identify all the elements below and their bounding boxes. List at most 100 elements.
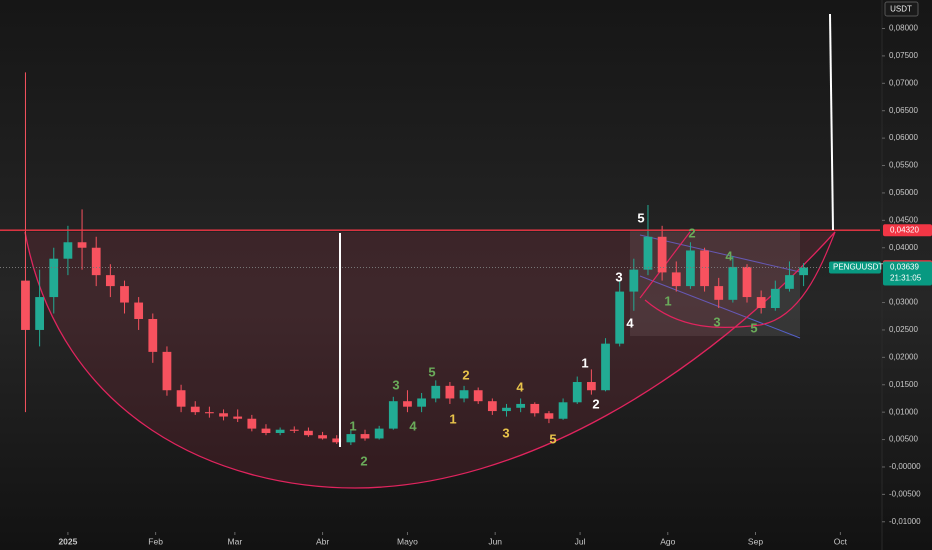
current-price-box [883, 261, 932, 286]
candle-body [728, 266, 738, 300]
candle-body [91, 247, 101, 276]
candle-body [742, 266, 752, 298]
candle-body [417, 398, 426, 407]
cup-fill [25, 232, 835, 488]
candle-body [657, 236, 667, 273]
wave-label: 5 [549, 431, 556, 446]
candle-body [445, 385, 455, 399]
wave-label: 2 [688, 225, 695, 240]
x-tick-label: Mar [228, 536, 243, 546]
wave-label: 5 [750, 320, 757, 335]
candle-body [374, 428, 384, 439]
candle-body [63, 242, 73, 259]
candle-body [77, 242, 87, 248]
candle-body [247, 418, 257, 429]
candle-body [403, 401, 412, 407]
candle-body [615, 291, 625, 344]
candle-body [601, 343, 610, 391]
candle-body [21, 280, 30, 330]
y-tick-label: 0,04500 [889, 215, 918, 224]
candle-body [671, 272, 681, 287]
y-tick-label: 0,07500 [889, 51, 918, 60]
x-tick-label: Sep [748, 536, 763, 546]
currency-box [884, 1, 919, 17]
price-axis: 0,08000 0,07500 0,07000 0,06500 0,06000 0,055… [58, 0, 932, 550]
x-tick-label: Ago [660, 536, 675, 546]
candle-body [304, 430, 313, 436]
wave-label: 3 [502, 425, 509, 440]
x-tick-label: Jun [488, 536, 502, 546]
measure-line [829, 13, 834, 231]
x-tick-label: Jul [575, 536, 586, 546]
wave-label: 4 [725, 248, 733, 263]
candle-body [49, 258, 59, 298]
candle-body [756, 297, 766, 309]
y-tick-label: 0,05500 [889, 161, 918, 170]
x-tick-label: Feb [148, 536, 163, 546]
wave-label: 4 [409, 418, 417, 433]
price-label: 0,04320 [890, 225, 919, 234]
candle-body [770, 288, 780, 309]
y-tick-label: 0,03000 [889, 298, 918, 307]
candle-body [261, 428, 271, 433]
y-tick-label: -0,00000 [889, 462, 921, 471]
candle-body [148, 318, 158, 352]
symbol: PENGUUSDT [833, 263, 883, 272]
candle-body [388, 401, 398, 429]
candle-body [205, 412, 214, 414]
price-label-box [883, 224, 932, 237]
wave-label: 1 [664, 293, 671, 308]
wave-label: 3 [713, 314, 720, 329]
y-tick-label: 0,05000 [889, 188, 918, 197]
candle-body [176, 390, 186, 407]
y-tick-label: 0,02500 [889, 325, 918, 334]
candle-body [120, 286, 129, 303]
candle-body [459, 390, 469, 399]
candle-body [643, 236, 653, 270]
x-tick-label: 2025 [58, 536, 77, 546]
y-tick-label: 0,06000 [889, 133, 918, 142]
candle-body [431, 385, 441, 399]
wave-label: 4 [516, 379, 524, 394]
symbol-box [829, 261, 881, 274]
candle-body [162, 351, 172, 391]
x-tick-label: Abr [316, 536, 329, 546]
candle-body [134, 302, 144, 319]
y-tick-label: 0,04000 [889, 243, 918, 252]
wave-label: 3 [615, 269, 622, 284]
wave-label: 1 [581, 355, 588, 370]
y-tick-label: 0,08000 [889, 24, 918, 33]
wave-label: 1 [349, 418, 356, 433]
candle-body [785, 275, 794, 289]
wave-label: 3 [392, 377, 399, 392]
handle-curve [644, 231, 836, 329]
candle-body [289, 429, 299, 431]
candle-body [35, 297, 44, 330]
candle-body [487, 401, 497, 412]
candle-body [700, 250, 709, 287]
currency: USDT [890, 5, 912, 14]
y-tick-label: 0,01000 [889, 407, 918, 416]
candle-body [318, 435, 327, 439]
candle-body [629, 269, 639, 292]
y-tick-label: 0,07000 [889, 78, 918, 87]
wave-label: 4 [626, 315, 634, 330]
candle-body [346, 434, 356, 443]
wave-label: 2 [462, 367, 469, 382]
candle-body [714, 286, 724, 300]
wave-label: 5 [428, 364, 435, 379]
candle-body [799, 267, 808, 276]
candle-body [275, 429, 285, 433]
y-tick-label: 0,01500 [889, 380, 918, 389]
candle-body [360, 434, 370, 439]
y-tick-label: 0,00500 [889, 435, 918, 444]
channel-line [639, 275, 801, 339]
wave-label: 2 [592, 396, 599, 411]
candle-body [219, 413, 228, 417]
candle-body [332, 438, 342, 443]
y-tick-label: -0,01000 [889, 517, 921, 526]
candle-body [544, 413, 554, 419]
current-price-label: 0,03639 [890, 263, 919, 272]
plot-area [0, 72, 880, 446]
